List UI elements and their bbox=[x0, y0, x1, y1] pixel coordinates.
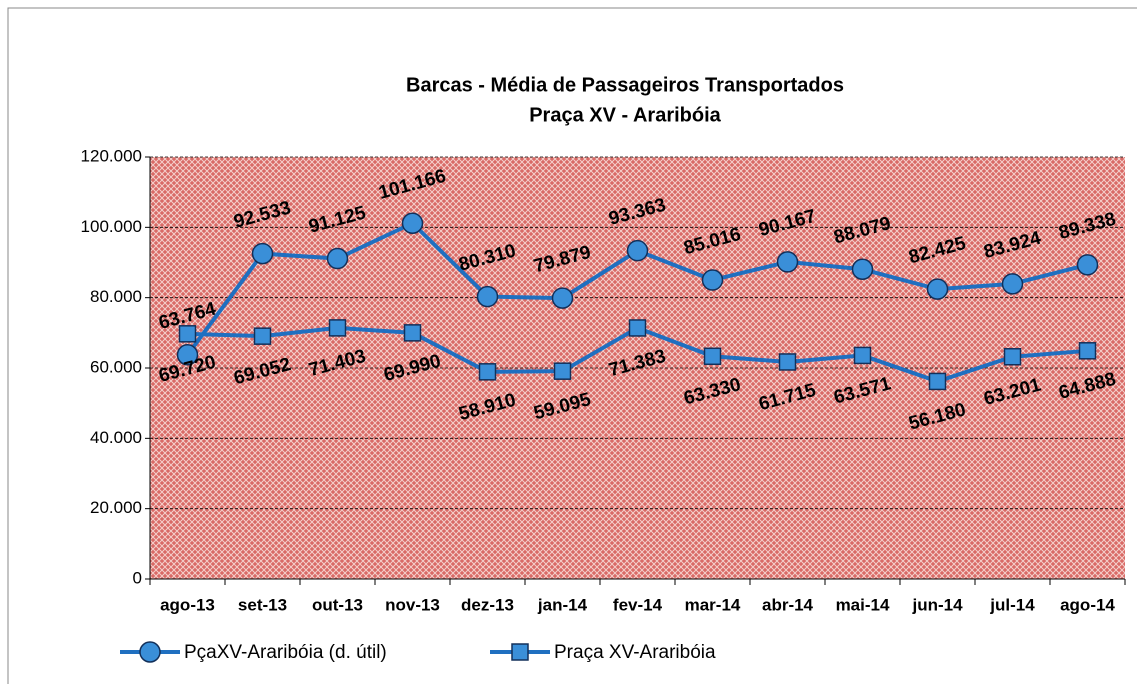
data-point bbox=[328, 319, 347, 337]
x-tick-label: dez-13 bbox=[461, 595, 514, 614]
y-tick-label: 60.000 bbox=[90, 357, 142, 376]
data-point bbox=[926, 278, 949, 300]
data-point bbox=[553, 362, 572, 380]
legend-label: Praça XV-Araribóia bbox=[554, 642, 716, 663]
legend-label: PçaXV-Araribóia (d. útil) bbox=[184, 642, 387, 663]
y-tick-label: 120.000 bbox=[81, 146, 142, 165]
data-point bbox=[1078, 342, 1097, 360]
x-tick-label: jun-14 bbox=[911, 595, 963, 614]
x-tick-label: fev-14 bbox=[613, 595, 663, 614]
data-point bbox=[703, 347, 722, 366]
data-point bbox=[1003, 347, 1022, 366]
y-tick-label: 40.000 bbox=[90, 428, 142, 447]
data-point bbox=[326, 247, 349, 270]
x-tick-label: set-13 bbox=[238, 595, 287, 614]
x-tick-label: mar-14 bbox=[685, 595, 741, 614]
x-tick-label: jan-14 bbox=[537, 595, 588, 614]
x-tick-label: nov-13 bbox=[385, 595, 440, 614]
data-point bbox=[928, 372, 947, 391]
x-tick-label: abr-14 bbox=[762, 595, 814, 614]
legend-marker bbox=[139, 641, 161, 663]
chart-subtitle: Praça XV - Araribóia bbox=[529, 104, 721, 126]
data-point bbox=[851, 258, 874, 281]
data-point bbox=[626, 239, 649, 262]
data-point bbox=[178, 325, 197, 343]
x-tick-label: out-13 bbox=[312, 595, 363, 614]
data-point bbox=[251, 242, 274, 265]
data-point bbox=[1001, 273, 1024, 295]
y-tick-label: 100.000 bbox=[81, 217, 142, 236]
data-point bbox=[478, 363, 497, 381]
chart-border bbox=[7, 7, 1137, 684]
x-tick-label: mai-14 bbox=[836, 595, 890, 614]
data-point bbox=[853, 346, 872, 365]
data-point bbox=[551, 287, 574, 309]
x-tick-label: jul-14 bbox=[989, 595, 1035, 614]
chart-title: Barcas - Média de Passageiros Transporta… bbox=[406, 74, 844, 96]
legend-marker bbox=[511, 643, 529, 661]
data-point bbox=[176, 344, 199, 366]
data-point bbox=[476, 285, 499, 308]
data-point bbox=[403, 324, 422, 342]
x-tick-label: ago-13 bbox=[160, 595, 215, 614]
data-point bbox=[778, 353, 797, 371]
x-tick-label: ago-14 bbox=[1060, 595, 1115, 614]
data-point bbox=[776, 251, 799, 273]
y-tick-label: 80.000 bbox=[90, 287, 142, 306]
data-point bbox=[628, 319, 647, 337]
y-tick-label: 0 bbox=[133, 568, 142, 587]
data-point bbox=[1076, 254, 1099, 276]
data-point bbox=[253, 327, 272, 345]
y-tick-label: 20.000 bbox=[90, 498, 142, 517]
data-point bbox=[701, 269, 724, 291]
data-point bbox=[401, 212, 424, 234]
